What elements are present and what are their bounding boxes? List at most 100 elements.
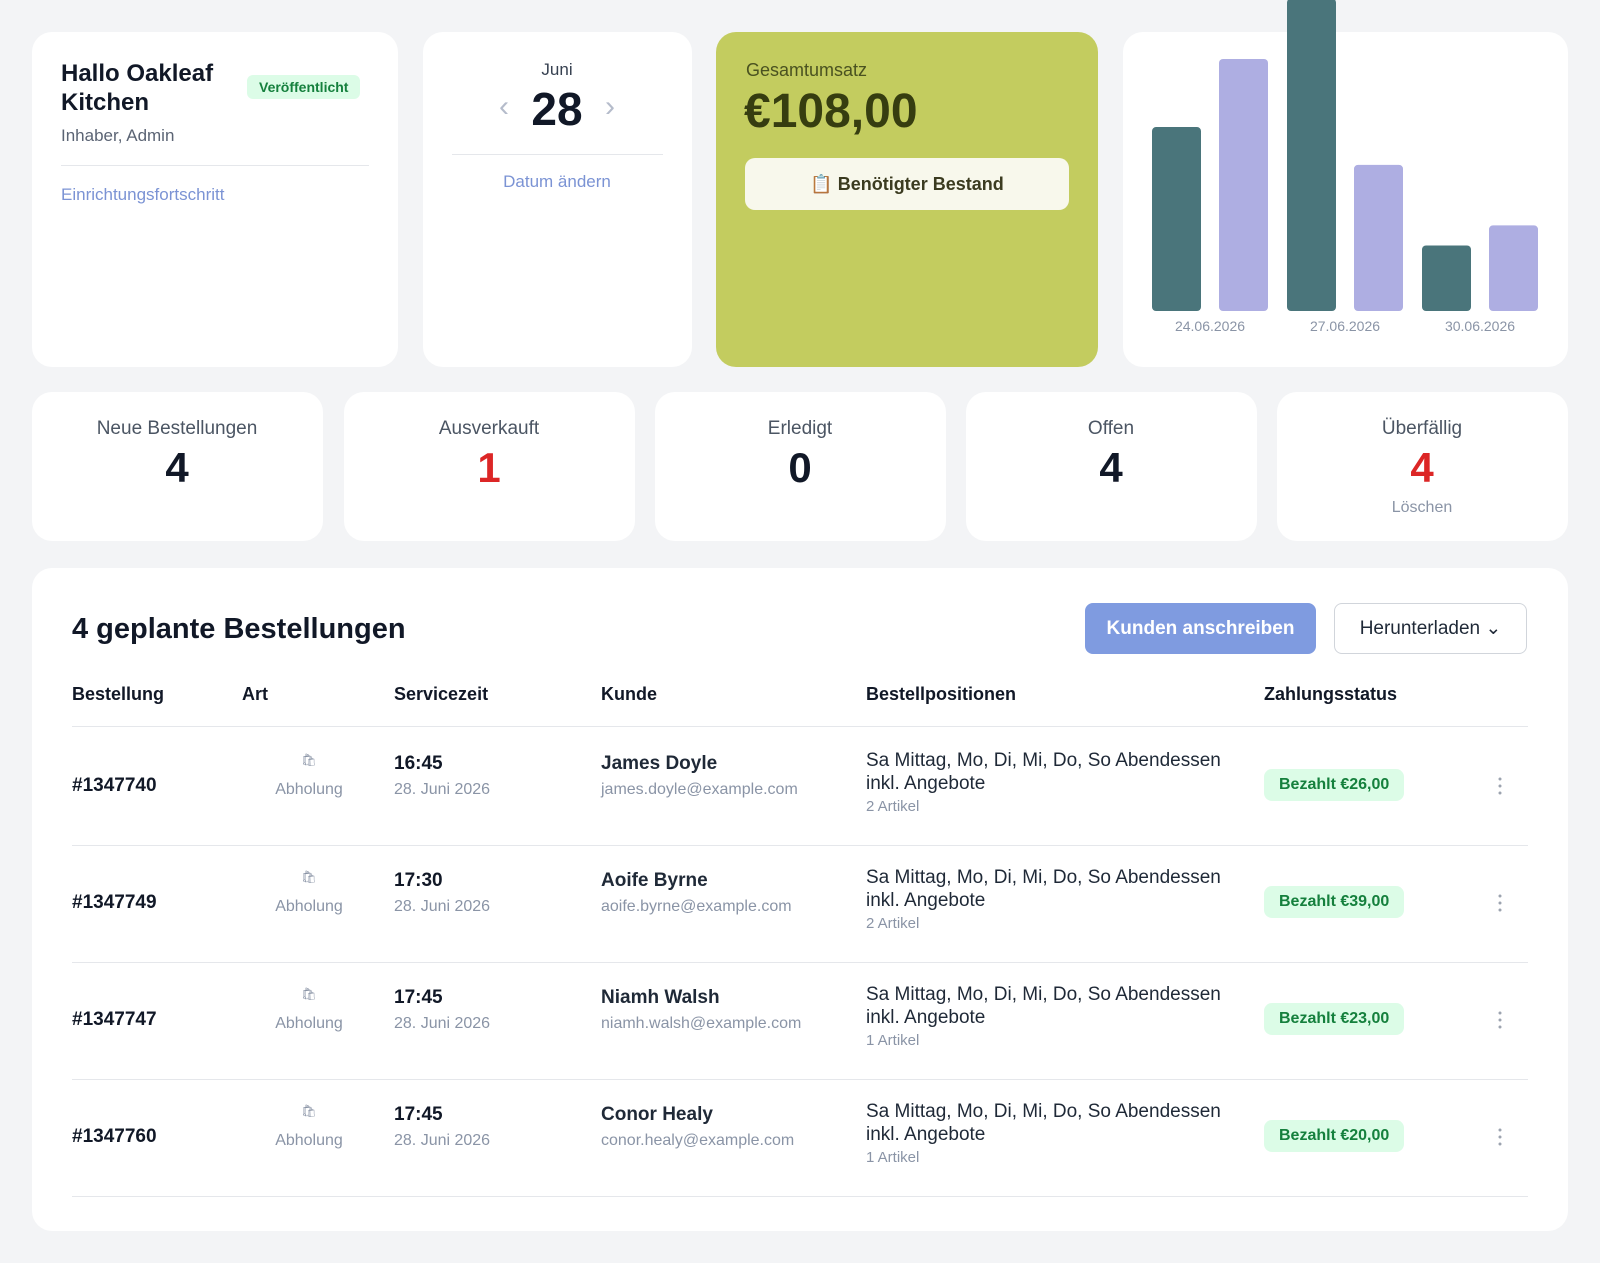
item-count: 2 Artikel xyxy=(866,798,920,815)
menu-icon[interactable] xyxy=(1498,1010,1502,1030)
row-divider xyxy=(72,845,1528,846)
order-id: #1347747 xyxy=(72,1009,157,1030)
type: Abholung xyxy=(275,781,343,798)
bar xyxy=(1489,225,1538,311)
revenue-card: Gesamtumsatz €108,00 📋 Benötigter Bestan… xyxy=(716,32,1098,367)
column-header: Zahlungsstatus xyxy=(1264,684,1398,704)
revenue-label: Gesamtumsatz xyxy=(746,60,868,80)
x-tick-label: 30.06.2026 xyxy=(1445,318,1515,334)
row-menu[interactable] xyxy=(1498,1010,1502,1030)
customer-name: James Doyle xyxy=(601,753,718,774)
header-divider xyxy=(72,726,1528,727)
customer-email: aoife.byrne@example.com xyxy=(601,898,792,915)
type: Abholung xyxy=(275,898,343,915)
date: 28. Juni 2026 xyxy=(394,1132,491,1149)
payment-badge: Bezahlt €26,00 xyxy=(1264,769,1405,801)
orders-title: 4 geplante Bestellungen xyxy=(72,613,406,645)
order-id: #1347749 xyxy=(72,892,157,913)
payment-badge: Bezahlt €39,00 xyxy=(1264,886,1405,918)
download-button[interactable]: Herunterladen ⌄ xyxy=(1334,603,1527,654)
x-tick-label: 24.06.2026 xyxy=(1175,318,1245,334)
stat-card: Neue Bestellungen 4 xyxy=(32,392,323,541)
date: 28. Juni 2026 xyxy=(394,1015,491,1032)
bar xyxy=(1354,164,1403,311)
item-count: 1 Artikel xyxy=(866,1032,920,1049)
column-header: Bestellung xyxy=(72,684,165,704)
row-menu[interactable] xyxy=(1498,776,1502,796)
order-id: #1347760 xyxy=(72,1126,157,1147)
date: 28. Juni 2026 xyxy=(394,898,491,915)
date-card: Juni 28 ‹ › Datum ändern xyxy=(423,32,692,367)
x-tick-label: 27.06.2026 xyxy=(1310,318,1380,334)
profile-card: Hallo Oakleaf Kitchen Veröffentlicht Inh… xyxy=(32,32,398,367)
bar xyxy=(1422,245,1471,311)
items: Sa Mittag, Mo, Di, Mi, Do, So Abendessen… xyxy=(866,867,1221,911)
type-icon: 🛍 xyxy=(301,987,317,1001)
payment-badge: Bezahlt €23,00 xyxy=(1264,1003,1405,1035)
chart-card: 24.06.2026 27.06.2026 30.06.2026 xyxy=(1123,0,1568,367)
customer-name: Niamh Walsh xyxy=(601,987,720,1008)
row-divider xyxy=(72,1079,1528,1080)
stat-card: Offen 4 xyxy=(966,392,1257,541)
month: Juni xyxy=(541,60,573,79)
payment-badge: Bezahlt €20,00 xyxy=(1264,1120,1405,1152)
bar xyxy=(1219,59,1268,311)
menu-icon[interactable] xyxy=(1498,1127,1502,1147)
row-menu[interactable] xyxy=(1498,893,1502,913)
stat-value: 4 xyxy=(165,444,189,491)
stat-card: Überfällig 4 Löschen xyxy=(1277,392,1568,541)
time: 17:45 xyxy=(394,1104,443,1125)
column-header: Servicezeit xyxy=(394,684,489,704)
orders-card: 4 geplante Bestellungen Kunden anschreib… xyxy=(32,568,1568,1231)
next-button[interactable]: › xyxy=(605,90,615,123)
menu-icon[interactable] xyxy=(1498,893,1502,913)
customer-name: Aoife Byrne xyxy=(601,870,708,891)
items: Sa Mittag, Mo, Di, Mi, Do, So Abendessen… xyxy=(866,750,1221,794)
stock-button[interactable]: 📋 Benötigter Bestand xyxy=(745,158,1069,210)
stat-card: Erledigt 0 xyxy=(655,392,946,541)
column-header: Kunde xyxy=(601,684,657,704)
column-header: Art xyxy=(242,684,268,704)
change-date-link[interactable]: Datum ändern xyxy=(503,172,611,191)
divider xyxy=(452,154,663,155)
type-icon: 🛍 xyxy=(301,1104,317,1118)
customer-email: niamh.walsh@example.com xyxy=(601,1015,802,1032)
column-header: Bestellpositionen xyxy=(866,684,1017,704)
divider xyxy=(61,165,369,166)
greeting: Hallo Oakleaf Kitchen xyxy=(61,60,214,116)
role: Inhaber, Admin xyxy=(61,126,175,145)
bar xyxy=(1152,127,1201,311)
row-divider xyxy=(72,962,1528,963)
type-icon: 🛍 xyxy=(301,753,317,767)
revenue-amount: €108,00 xyxy=(744,85,918,138)
row-menu[interactable] xyxy=(1498,1127,1502,1147)
customer-email: conor.healy@example.com xyxy=(601,1132,795,1149)
item-count: 2 Artikel xyxy=(866,915,920,932)
setup-link[interactable]: Einrichtungsfortschritt xyxy=(61,185,225,204)
items: Sa Mittag, Mo, Di, Mi, Do, So Abendessen… xyxy=(866,984,1221,1028)
time: 16:45 xyxy=(394,753,443,774)
type-icon: 🛍 xyxy=(301,870,317,884)
time: 17:45 xyxy=(394,987,443,1008)
status-badge: Veröffentlicht xyxy=(247,75,361,99)
message-button[interactable]: Kunden anschreiben xyxy=(1085,603,1316,654)
item-count: 1 Artikel xyxy=(866,1149,920,1166)
type: Abholung xyxy=(275,1132,343,1149)
time: 17:30 xyxy=(394,870,443,891)
stat-label: Ausverkauft xyxy=(438,418,540,439)
stat-card: Ausverkauft 1 xyxy=(344,392,635,541)
stat-action: Löschen xyxy=(1391,499,1453,516)
bar-chart: 24.06.2026 27.06.2026 30.06.2026 xyxy=(1152,0,1538,334)
menu-icon[interactable] xyxy=(1498,776,1502,796)
stat-label: Überfällig xyxy=(1381,418,1463,439)
stat-value: 1 xyxy=(477,444,501,491)
stat-value: 4 xyxy=(1099,444,1123,491)
stat-label: Erledigt xyxy=(767,418,833,439)
row-divider xyxy=(72,1196,1528,1197)
order-id: #1347740 xyxy=(72,775,157,796)
date: 28. Juni 2026 xyxy=(394,781,491,798)
prev-button[interactable]: ‹ xyxy=(499,90,509,123)
stat-value: 4 xyxy=(1410,444,1434,491)
bar xyxy=(1287,0,1336,311)
